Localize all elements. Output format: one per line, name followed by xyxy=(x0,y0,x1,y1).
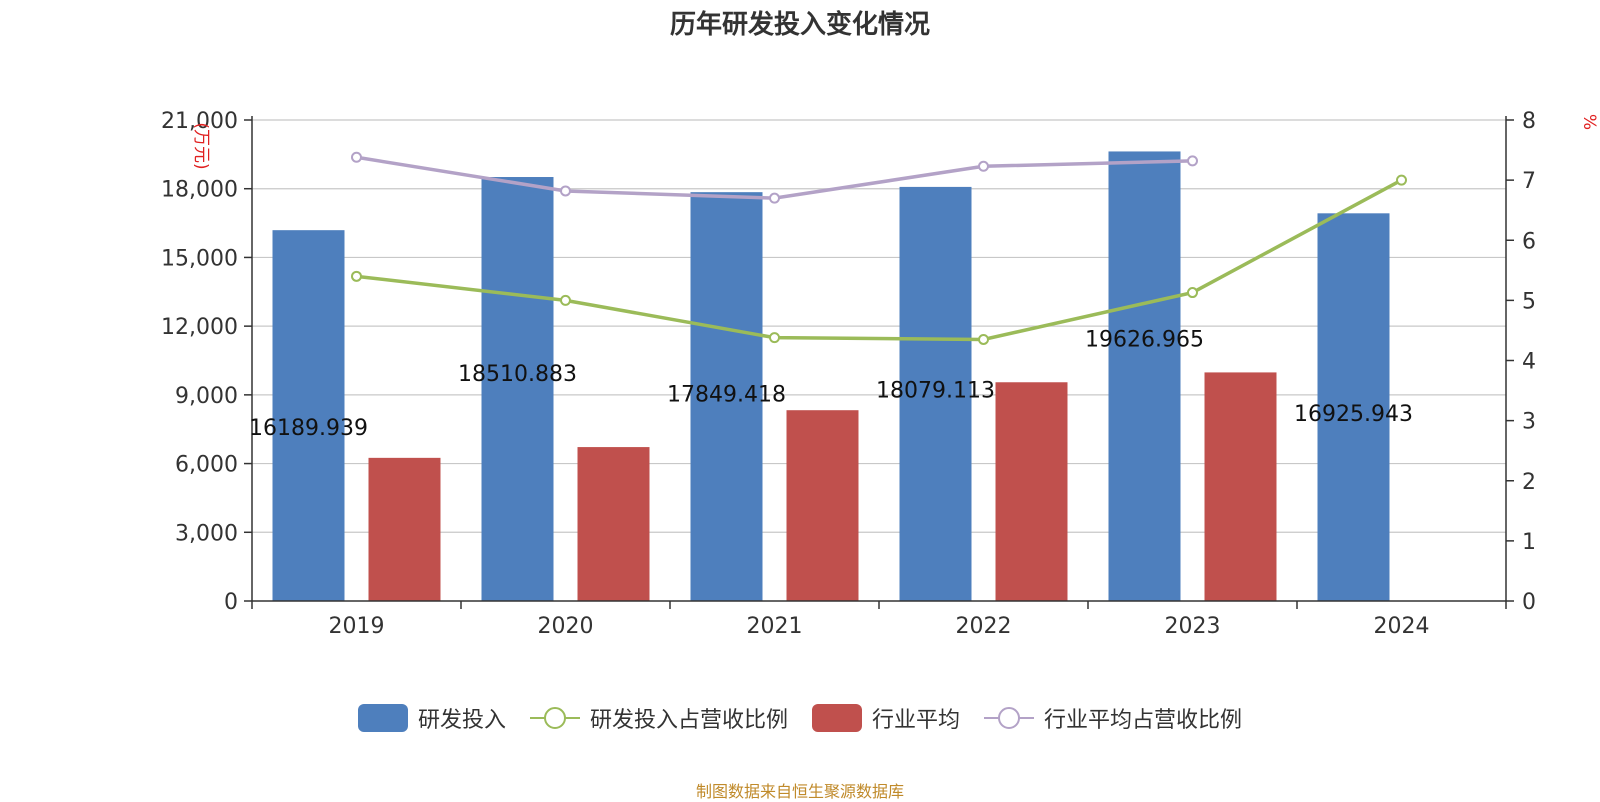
y-left-tick-label: 0 xyxy=(224,590,238,615)
point-rd-ratio xyxy=(1187,287,1198,299)
bar-rd-investment xyxy=(1108,151,1181,601)
data-label-rd-investment: 18510.883 xyxy=(458,362,577,387)
data-label-rd-investment: 17849.418 xyxy=(667,382,786,407)
y-right-tick-label: 3 xyxy=(1522,410,1536,435)
chart-plot: 0 3,000 6,000 9,000 12,000 15,000 18,000 21,000… xyxy=(161,109,1599,639)
y-left-tick-label: 9,000 xyxy=(175,384,238,409)
x-tick-label: 2019 xyxy=(329,614,385,639)
bar-industry-average xyxy=(368,457,441,601)
bar-industry-average xyxy=(786,410,859,601)
x-tick-label: 2023 xyxy=(1165,614,1221,639)
data-label-rd-investment: 16925.943 xyxy=(1294,402,1413,427)
legend-swatch-industry-ratio xyxy=(984,707,1035,729)
legend-label-industry-average: 行业平均 xyxy=(872,708,961,733)
y-right-tick-label: 7 xyxy=(1522,169,1536,194)
point-industry-ratio xyxy=(351,151,362,163)
line-rd-ratio xyxy=(356,178,1403,342)
point-rd-ratio xyxy=(978,333,989,345)
legend-swatch-rd-investment xyxy=(357,704,408,732)
y-right-tick-label: 2 xyxy=(1522,470,1536,495)
bar-rd-investment xyxy=(690,192,763,601)
y-left-tick-label: 21,000 xyxy=(161,109,238,134)
y-left-tick-label: 18,000 xyxy=(161,178,238,203)
point-rd-ratio xyxy=(769,332,780,344)
y-right-axis-title: % xyxy=(1579,114,1599,130)
bar-industry-average xyxy=(577,447,650,601)
bar-rd-investment xyxy=(899,186,972,601)
y-left-tick-label: 3,000 xyxy=(175,521,238,546)
point-rd-ratio xyxy=(560,294,571,306)
legend-item-industry-average[interactable]: 行业平均 xyxy=(812,702,960,734)
legend-swatch-rd-ratio xyxy=(529,707,580,729)
y-right-tick-label: 8 xyxy=(1522,109,1536,134)
y-left-axis-title: (万元) xyxy=(191,122,211,169)
legend-label-rd-ratio: 研发投入占营收比例 xyxy=(589,708,788,733)
bar-rd-investment xyxy=(481,177,554,601)
y-right-tick-label: 0 xyxy=(1522,590,1536,615)
x-tick-label: 2021 xyxy=(747,614,803,639)
legend-label-industry-ratio: 行业平均占营收比例 xyxy=(1044,708,1243,733)
data-label-rd-investment: 19626.965 xyxy=(1085,328,1204,353)
y-left-tick-label: 6,000 xyxy=(175,453,238,478)
data-source-note: 制图数据来自恒生聚源数据库 xyxy=(695,782,904,801)
point-industry-ratio xyxy=(769,192,780,204)
bar-rd-investment xyxy=(1317,213,1390,601)
y-right-tick-label: 6 xyxy=(1522,229,1536,254)
legend-item-industry-ratio[interactable]: 行业平均占营收比例 xyxy=(984,702,1242,734)
point-rd-ratio xyxy=(351,270,362,282)
legend: 研发投入 研发投入占营收比例 行业平均 行业平均占营收比例 xyxy=(0,702,1600,734)
y-right-tick-label: 1 xyxy=(1522,530,1536,555)
y-right-tick-label: 5 xyxy=(1522,289,1536,314)
legend-item-rd-ratio[interactable]: 研发投入占营收比例 xyxy=(529,702,788,734)
y-left-tick-label: 12,000 xyxy=(161,315,238,340)
legend-label-rd-investment: 研发投入 xyxy=(417,708,506,733)
x-tick-label: 2024 xyxy=(1374,614,1430,639)
point-industry-ratio xyxy=(560,185,571,197)
y-left-tick-label: 15,000 xyxy=(161,246,238,271)
bar-industry-average xyxy=(995,382,1068,601)
point-rd-ratio xyxy=(1396,174,1407,186)
legend-swatch-industry-average xyxy=(812,704,862,732)
point-industry-ratio xyxy=(978,160,989,172)
data-label-rd-investment: 18079.113 xyxy=(876,379,995,404)
chart-title: 历年研发投入变化情况 xyxy=(669,10,930,40)
y-right-tick-label: 4 xyxy=(1522,350,1536,375)
legend-item-rd-investment[interactable]: 研发投入 xyxy=(357,702,506,734)
x-tick-label: 2020 xyxy=(538,614,594,639)
point-industry-ratio xyxy=(1187,155,1198,167)
data-label-rd-investment: 16189.939 xyxy=(249,416,368,441)
x-tick-label: 2022 xyxy=(956,614,1012,639)
bar-industry-average xyxy=(1204,372,1277,601)
bar-rd-investment xyxy=(272,230,345,601)
